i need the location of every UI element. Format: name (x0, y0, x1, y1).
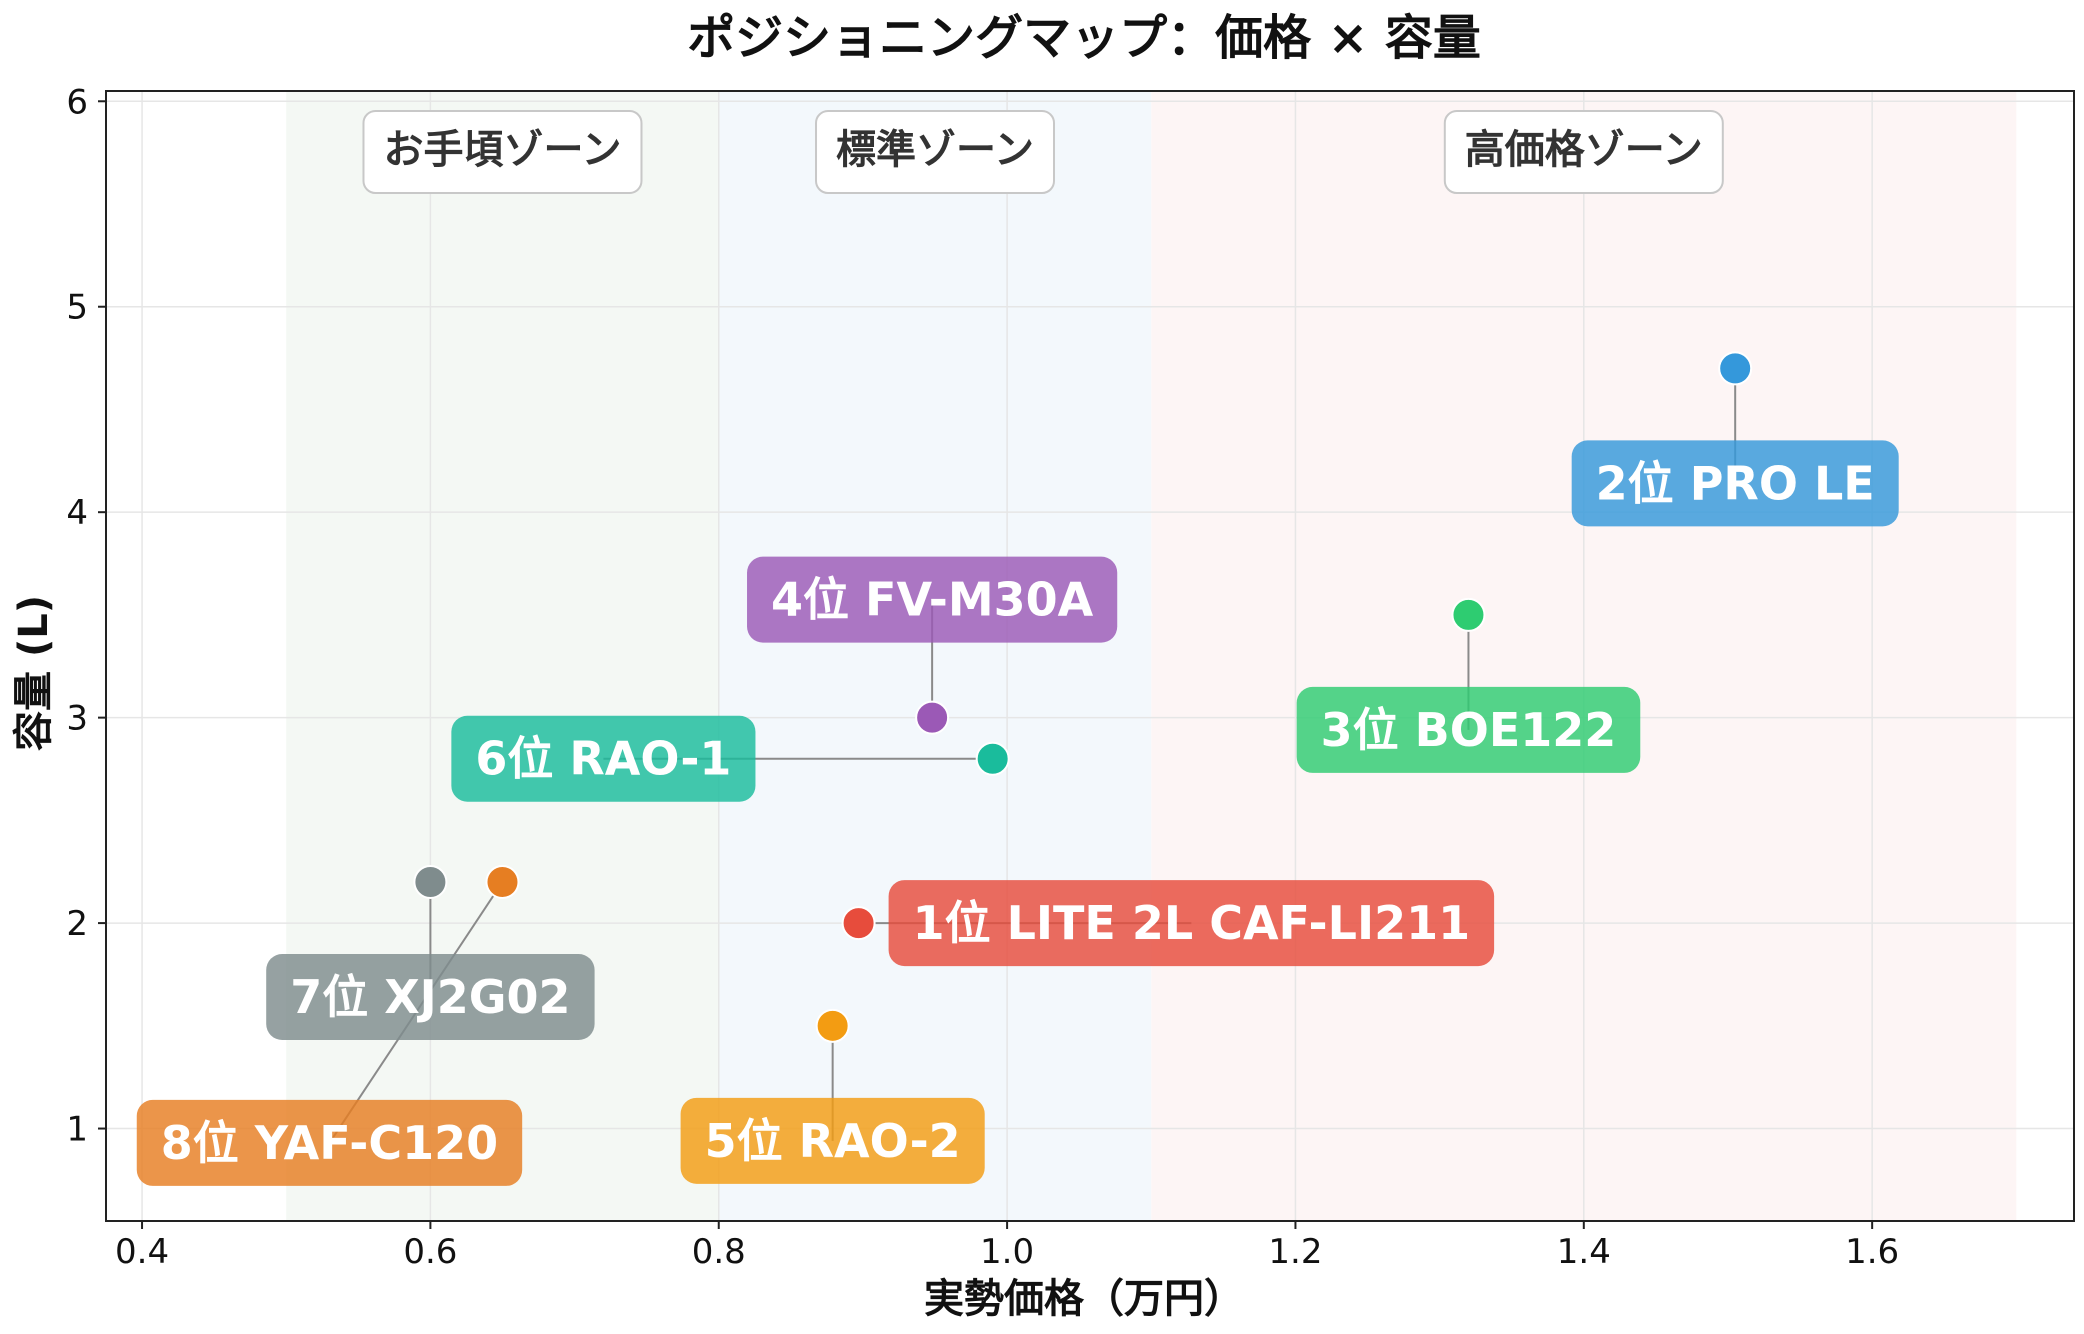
x-tick-label: 1.0 (980, 1232, 1034, 1272)
zone-label: お手頃ゾーン (362, 110, 643, 194)
zone-label: 標準ゾーン (815, 110, 1056, 194)
point-label-box (747, 556, 1118, 643)
point-label-text: 2位 PRO LE (1596, 456, 1875, 510)
point-label-box (451, 715, 756, 802)
chart-title: ポジショニングマップ：価格 × 容量 (687, 10, 1481, 66)
point-label-text: 4位 FV-M30A (771, 573, 1094, 627)
point-label-text: 5位 RAO-2 (705, 1114, 961, 1168)
data-point (975, 741, 1010, 776)
y-tick-label: 1 (66, 1110, 88, 1150)
zone-label-box (1443, 110, 1724, 194)
x-tick-label: 0.8 (692, 1232, 746, 1272)
point-label: 7位 XJ2G02 (266, 954, 595, 1040)
zones-layer (286, 91, 2017, 1221)
ticks-layer: 0.4 0.6 0.8 1.0 1.2 1.4 1.6 1 2 3 4 5 6 (66, 82, 1899, 1272)
point-label: 8位 YAF-C120 (136, 1099, 523, 1186)
x-tick-label: 1.6 (1845, 1232, 1899, 1272)
point-label-box (1571, 440, 1899, 527)
zone-label-text: 高価格ゾーン (1465, 127, 1703, 173)
points-layer (413, 351, 1753, 1043)
zone-labels-layer: お手頃ゾーン 標準ゾーン 高価格ゾーン (362, 110, 1724, 194)
zone-label-box (815, 110, 1056, 194)
point-label: 1位 LITE 2L CAF-LI211 (888, 880, 1495, 967)
data-point (815, 1008, 850, 1043)
x-tick-label: 1.2 (1268, 1232, 1322, 1272)
labels-layer: 1位 LITE 2L CAF-LI211 2位 PRO LE 3位 BOE122 4位… (136, 440, 1899, 1186)
data-point (1718, 351, 1753, 386)
y-tick-label: 2 (66, 904, 88, 944)
x-tick-label: 0.4 (115, 1232, 169, 1272)
point-label-box (136, 1099, 523, 1186)
zone-label-text: 標準ゾーン (836, 127, 1034, 173)
plot-frame (105, 90, 2075, 1222)
y-tick-label: 3 (66, 699, 88, 739)
point-label: 3位 BOE122 (1296, 686, 1641, 773)
x-axis-title: 実勢価格（万円） (924, 1276, 1244, 1322)
y-tick-label: 4 (66, 493, 88, 533)
data-point (1451, 597, 1486, 632)
point-label: 4位 FV-M30A (747, 556, 1118, 643)
point-label-text: 7位 XJ2G02 (290, 970, 570, 1024)
point-label: 5位 RAO-2 (680, 1097, 985, 1184)
point-label-box (266, 954, 595, 1040)
zone-band (718, 91, 1152, 1221)
point-label-box (888, 880, 1495, 967)
point-label: 2位 PRO LE (1571, 440, 1899, 527)
zone-label-text: お手頃ゾーン (383, 127, 621, 173)
zone-label-box (362, 110, 643, 194)
data-point (915, 700, 950, 735)
point-label-text: 3位 BOE122 (1321, 703, 1617, 757)
data-point (841, 906, 876, 941)
y-tick-label: 6 (66, 82, 88, 122)
data-point (413, 865, 448, 899)
point-label: 6位 RAO-1 (451, 715, 756, 802)
point-label-text: 1位 LITE 2L CAF-LI211 (913, 896, 1471, 950)
point-label-text: 8位 YAF-C120 (161, 1116, 498, 1170)
point-label-text: 6位 RAO-1 (475, 732, 731, 786)
y-axis-title: 容量 (L) (11, 595, 57, 751)
zone-label: 高価格ゾーン (1443, 110, 1724, 194)
x-tick-label: 0.6 (403, 1232, 457, 1272)
zone-band (286, 91, 719, 1221)
x-tick-label: 1.4 (1557, 1232, 1611, 1272)
y-tick-label: 5 (66, 288, 88, 328)
point-label-box (680, 1097, 985, 1184)
data-point (485, 865, 520, 899)
point-label-box (1296, 686, 1641, 773)
